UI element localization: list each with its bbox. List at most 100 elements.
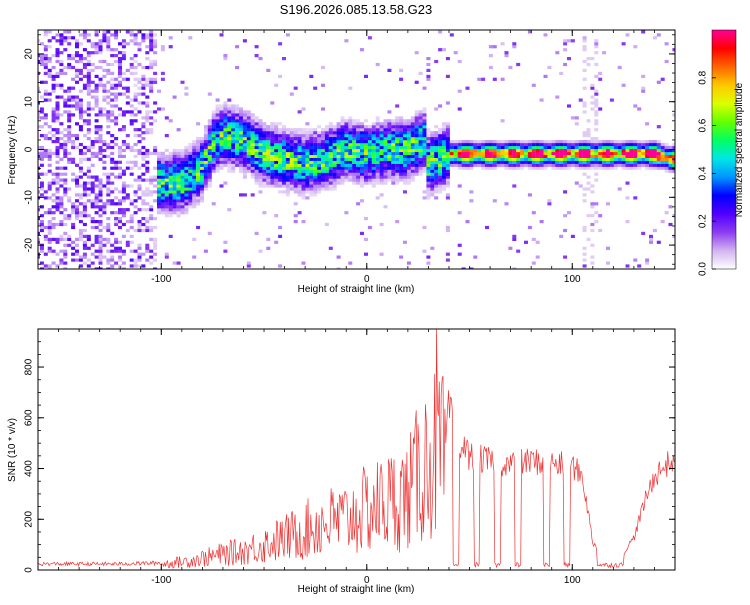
spectrogram-cell <box>75 45 79 49</box>
spectrogram-cell <box>211 169 216 173</box>
spectrogram-cell <box>418 154 423 158</box>
spectrogram-cell <box>426 166 431 170</box>
spectrogram-cell <box>203 175 208 179</box>
spectrogram-cell <box>250 119 255 123</box>
spectrogram-cell <box>274 131 279 135</box>
spectrogram-cell <box>617 160 622 164</box>
spectrogram-cell <box>645 258 650 262</box>
spectrogram-cell <box>250 169 255 173</box>
spectrogram-cell <box>356 137 361 141</box>
spectrogram-cell <box>39 59 44 64</box>
spectrogram-cell <box>364 175 368 179</box>
spectrogram-cell <box>192 166 197 170</box>
spectrogram-cell <box>90 151 95 155</box>
spectrogram-cell <box>321 163 325 167</box>
spectrogram-cell <box>668 148 673 153</box>
spectrogram-cell <box>367 172 372 176</box>
spectrogram-cell <box>617 142 622 147</box>
spectrogram-cell <box>242 125 247 129</box>
spectrogram-cell <box>664 154 669 158</box>
spectrogram-cell <box>129 258 134 262</box>
spectrogram-cell <box>348 116 353 120</box>
spectrogram-cell <box>598 77 603 81</box>
spectrogram-cell <box>207 175 212 179</box>
spectrogram-cell <box>47 184 52 188</box>
spectrogram-cell <box>285 181 290 185</box>
spectrogram-cell <box>399 169 404 173</box>
spectrogram-cell <box>39 148 44 153</box>
spectrogram-cell <box>266 134 271 138</box>
spectrogram-cell <box>133 107 138 111</box>
spectrogram-cell <box>422 142 427 147</box>
spectrogram-cell <box>47 131 52 135</box>
spectrogram-cell <box>110 54 115 58</box>
spectrogram-cell <box>445 178 450 182</box>
spectrogram-cell <box>129 71 134 75</box>
spectrogram-cell <box>129 98 134 102</box>
spectrogram-cell <box>121 190 126 194</box>
spectrogram-cell <box>613 157 618 161</box>
spectrogram-cell <box>414 145 419 150</box>
spectrogram-cell <box>47 187 52 191</box>
spectrogram-cell <box>531 140 536 144</box>
spectrogram-cell <box>98 45 103 49</box>
spectrogram-cell <box>153 110 158 114</box>
spectrogram-cell <box>305 140 310 144</box>
spectrogram-cell <box>200 157 204 161</box>
spectrogram-cell <box>317 172 322 176</box>
spectrogram-cell <box>145 45 150 49</box>
spectrogram-cell <box>504 51 509 55</box>
spectrogram-cell <box>121 148 126 153</box>
spectrogram-cell <box>672 154 675 158</box>
spectrogram-cell <box>391 178 396 182</box>
spectrogram-cell <box>235 113 240 117</box>
spectrogram-cell <box>168 172 173 176</box>
spectrogram-cell <box>121 208 126 212</box>
spectrogram-cell <box>457 184 462 188</box>
spectrogram-cell <box>383 160 388 164</box>
spectrogram-cell <box>371 128 376 132</box>
spectrogram-cell <box>254 181 259 185</box>
spectrogram-cell <box>289 187 294 191</box>
colorbar-tick-label: 0.2 <box>698 214 709 228</box>
spectrogram-cell <box>555 163 560 167</box>
spectrogram-cell <box>188 166 193 170</box>
spectrogram-cell <box>426 154 431 158</box>
spectrogram-cell <box>129 62 134 67</box>
spectrogram-cell <box>262 184 267 188</box>
spectrogram-cell <box>457 211 462 215</box>
spectrogram-cell <box>203 187 208 191</box>
spectrogram-cell <box>38 175 40 179</box>
spectrogram-cell <box>434 137 439 141</box>
spectrogram-cell <box>457 252 462 256</box>
spectrogram-cell <box>469 140 474 144</box>
spectrogram-cell <box>406 128 411 132</box>
spectrogram-cell <box>47 39 52 43</box>
spectrogram-cell <box>367 178 372 182</box>
spectrogram-cell <box>160 184 165 188</box>
spectrogram-cell <box>266 137 271 141</box>
spectrogram-cell <box>78 264 83 268</box>
spectrogram-cell <box>543 157 548 161</box>
spectrogram-cell <box>258 148 263 153</box>
spectrogram-cell <box>297 160 302 164</box>
spectrogram-cell <box>254 134 259 138</box>
spectrogram-cell <box>262 148 267 153</box>
spectrogram-cell <box>262 169 267 173</box>
spectrogram-cell <box>278 128 283 132</box>
spectrogram-cell <box>328 142 333 147</box>
spectrogram-cell <box>231 131 236 135</box>
spectrogram-cell <box>86 187 91 191</box>
spectrogram-cell <box>137 258 142 262</box>
spectrogram-cell <box>465 148 470 153</box>
spectrogram-cell <box>582 154 587 158</box>
spectrogram-cell <box>114 175 119 179</box>
spectrogram-cell <box>348 157 353 161</box>
spectrogram-cell <box>59 261 64 265</box>
spectrogram-cell <box>75 122 79 126</box>
spectrogram-cell <box>445 142 450 147</box>
spectrogram-cell <box>430 142 435 147</box>
spectrogram-cell <box>250 163 255 167</box>
spectrogram-cell <box>242 154 247 158</box>
spectrogram-cell <box>379 131 384 135</box>
